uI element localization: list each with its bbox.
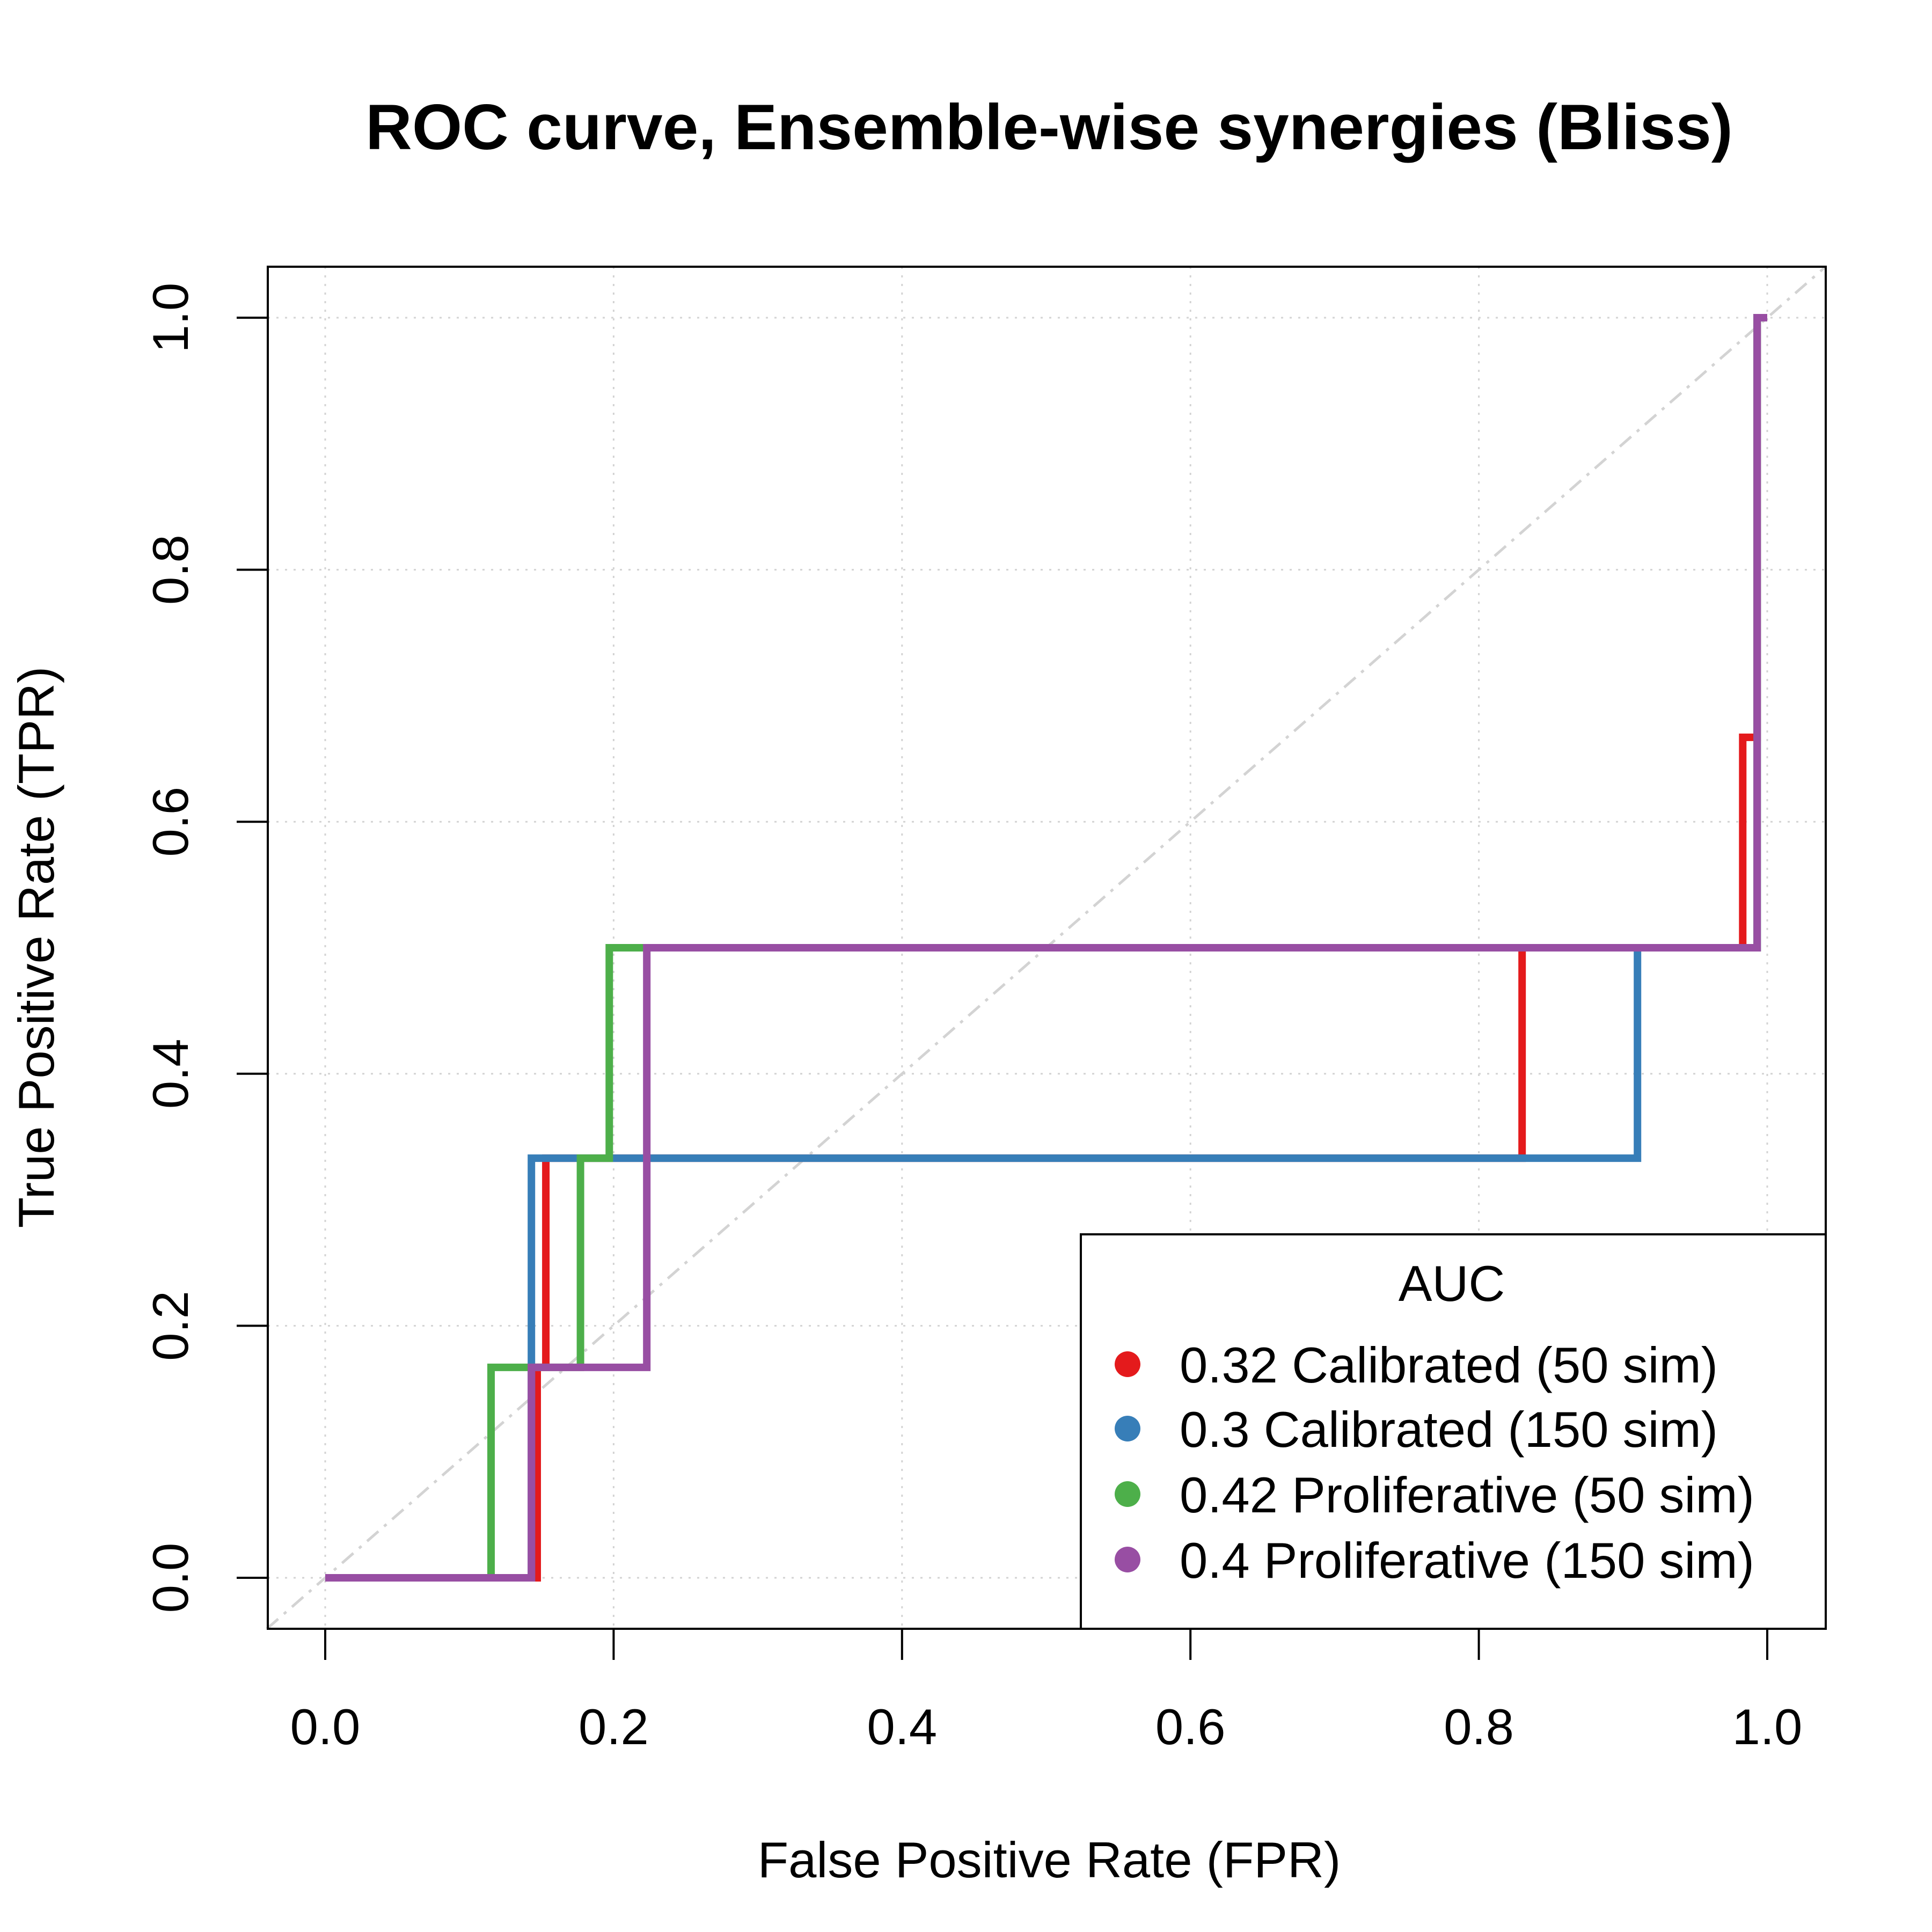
x-axis-label: False Positive Rate (FPR) <box>758 1832 1341 1888</box>
x-tick-label-3: 0.6 <box>1155 1699 1226 1755</box>
legend-marker-1 <box>1115 1416 1140 1441</box>
y-tick-label-2: 0.4 <box>142 1038 199 1109</box>
y-axis: 0.0 0.2 0.4 0.6 0.8 1.0 <box>142 283 268 1613</box>
chart-title: ROC curve, Ensemble-wise synergies (Blis… <box>365 91 1733 163</box>
legend: AUC 0.32 Calibrated (50 sim) 0.3 Calibrat… <box>1080 1233 1827 1630</box>
y-tick-label-0: 0.0 <box>142 1543 199 1613</box>
legend-box <box>1080 1233 1827 1630</box>
legend-label-3: 0.4 Proliferative (150 sim) <box>1180 1532 1754 1589</box>
y-tick-label-5: 1.0 <box>142 283 199 353</box>
plot-frame <box>267 266 1827 1630</box>
series-lines <box>325 314 1767 1582</box>
x-tick-label-5: 1.0 <box>1732 1699 1803 1755</box>
legend-label-1: 0.3 Calibrated (150 sim) <box>1180 1401 1718 1458</box>
y-tick-label-1: 0.2 <box>142 1291 199 1361</box>
legend-title: AUC <box>1399 1255 1505 1312</box>
legend-items: 0.32 Calibrated (50 sim) 0.3 Calibrated (… <box>1115 1337 1754 1589</box>
legend-marker-2 <box>1115 1481 1140 1507</box>
legend-marker-3 <box>1115 1547 1140 1572</box>
series-line-3 <box>325 314 1767 1582</box>
x-tick-label-2: 0.4 <box>867 1699 937 1755</box>
y-tick-label-4: 0.8 <box>142 535 199 605</box>
y-tick-label-3: 0.6 <box>142 787 199 857</box>
legend-label-0: 0.32 Calibrated (50 sim) <box>1180 1337 1718 1393</box>
x-tick-label-0: 0.0 <box>290 1699 361 1755</box>
y-axis-label: True Positive Rate (TPR) <box>8 667 64 1228</box>
x-tick-label-4: 0.8 <box>1444 1699 1514 1755</box>
legend-label-2: 0.42 Proliferative (50 sim) <box>1180 1467 1754 1523</box>
legend-marker-0 <box>1115 1351 1140 1377</box>
x-axis: 0.0 0.2 0.4 0.6 0.8 1.0 <box>290 1629 1803 1755</box>
x-tick-label-1: 0.2 <box>579 1699 649 1755</box>
